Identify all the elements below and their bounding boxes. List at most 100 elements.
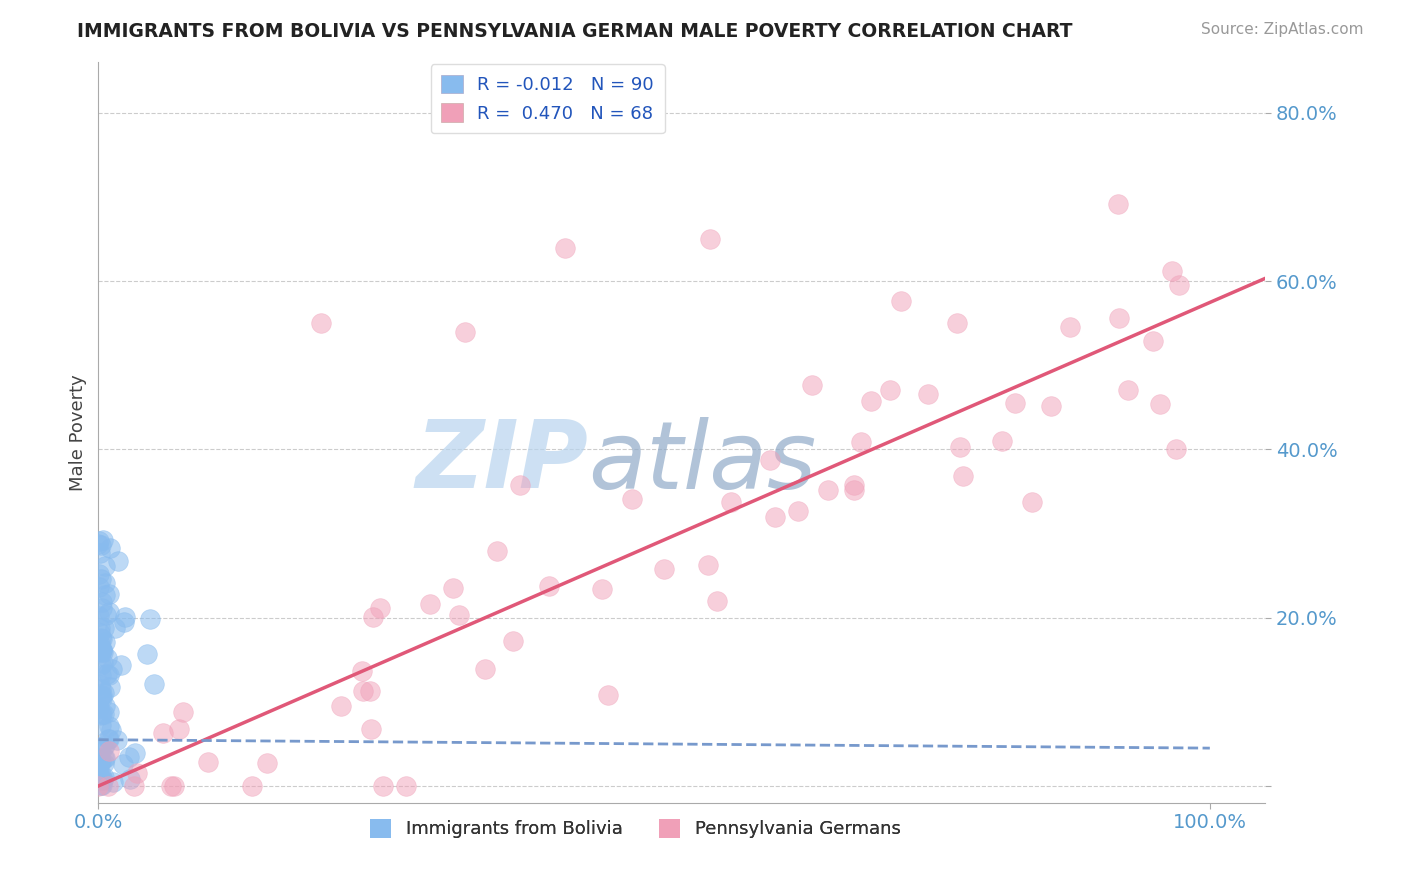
Point — [90, 772, 112, 787]
Point — [817, 483, 839, 497]
Point — [849, 434, 872, 449]
Point — [118, 750, 141, 764]
Text: atlas: atlas — [589, 417, 817, 508]
Point — [90, 632, 112, 646]
Point — [172, 705, 194, 719]
Point — [90, 778, 112, 792]
Point — [1108, 311, 1130, 326]
Point — [89, 644, 111, 658]
Point — [554, 240, 576, 254]
Point — [359, 683, 381, 698]
Point — [97, 719, 120, 733]
Point — [90, 538, 112, 552]
Point — [89, 767, 111, 781]
Point — [91, 707, 114, 722]
Point — [89, 534, 111, 549]
Point — [419, 597, 441, 611]
Point — [454, 325, 477, 339]
Point — [946, 316, 969, 330]
Point — [91, 643, 114, 657]
Point — [89, 754, 111, 768]
Point — [90, 668, 112, 682]
Point — [87, 608, 110, 623]
Text: IMMIGRANTS FROM BOLIVIA VS PENNSYLVANIA GERMAN MALE POVERTY CORRELATION CHART: IMMIGRANTS FROM BOLIVIA VS PENNSYLVANIA … — [77, 22, 1073, 41]
Point — [91, 533, 114, 547]
Point — [89, 678, 111, 692]
Point — [93, 645, 115, 659]
Point — [139, 612, 162, 626]
Point — [1166, 442, 1188, 457]
Point — [309, 316, 332, 330]
Point — [917, 386, 939, 401]
Point — [1149, 397, 1171, 411]
Point — [98, 605, 121, 619]
Point — [87, 779, 110, 793]
Point — [87, 580, 110, 594]
Point — [360, 722, 382, 736]
Point — [87, 642, 110, 657]
Point — [949, 440, 972, 454]
Point — [94, 608, 117, 623]
Point — [89, 640, 111, 654]
Point — [952, 469, 974, 483]
Point — [352, 665, 374, 679]
Point — [90, 718, 112, 732]
Point — [87, 537, 110, 551]
Point — [860, 394, 883, 409]
Point — [485, 543, 508, 558]
Point — [87, 566, 110, 581]
Point — [118, 772, 141, 786]
Y-axis label: Male Poverty: Male Poverty — [69, 375, 87, 491]
Point — [93, 698, 115, 713]
Point — [763, 510, 786, 524]
Point — [90, 682, 112, 697]
Point — [97, 744, 120, 758]
Point — [107, 554, 129, 568]
Point — [127, 765, 149, 780]
Point — [97, 732, 120, 747]
Point — [90, 657, 112, 672]
Point — [89, 750, 111, 764]
Point — [122, 779, 145, 793]
Point — [1142, 334, 1164, 348]
Point — [706, 594, 728, 608]
Point — [509, 478, 531, 492]
Point — [91, 741, 114, 756]
Point — [93, 751, 115, 765]
Point — [90, 572, 112, 586]
Point — [167, 723, 190, 737]
Point — [97, 731, 120, 746]
Point — [395, 779, 418, 793]
Point — [89, 546, 111, 560]
Point — [112, 756, 135, 771]
Point — [163, 779, 186, 793]
Point — [696, 558, 718, 572]
Point — [90, 632, 112, 646]
Point — [441, 582, 464, 596]
Point — [591, 582, 613, 596]
Point — [124, 746, 146, 760]
Point — [112, 615, 135, 629]
Point — [89, 626, 111, 640]
Point — [98, 587, 121, 601]
Point — [502, 634, 524, 648]
Point — [94, 575, 117, 590]
Point — [91, 773, 114, 788]
Point — [93, 770, 115, 784]
Point — [256, 756, 278, 770]
Point — [240, 779, 263, 793]
Point — [361, 610, 384, 624]
Point — [135, 648, 157, 662]
Point — [1059, 319, 1081, 334]
Point — [98, 680, 121, 694]
Point — [98, 541, 121, 555]
Point — [152, 726, 174, 740]
Point — [474, 662, 496, 676]
Point — [98, 668, 121, 682]
Point — [90, 600, 112, 615]
Point — [352, 683, 374, 698]
Point — [1039, 399, 1062, 413]
Point — [110, 658, 132, 673]
Point — [1107, 197, 1129, 211]
Point — [89, 757, 111, 772]
